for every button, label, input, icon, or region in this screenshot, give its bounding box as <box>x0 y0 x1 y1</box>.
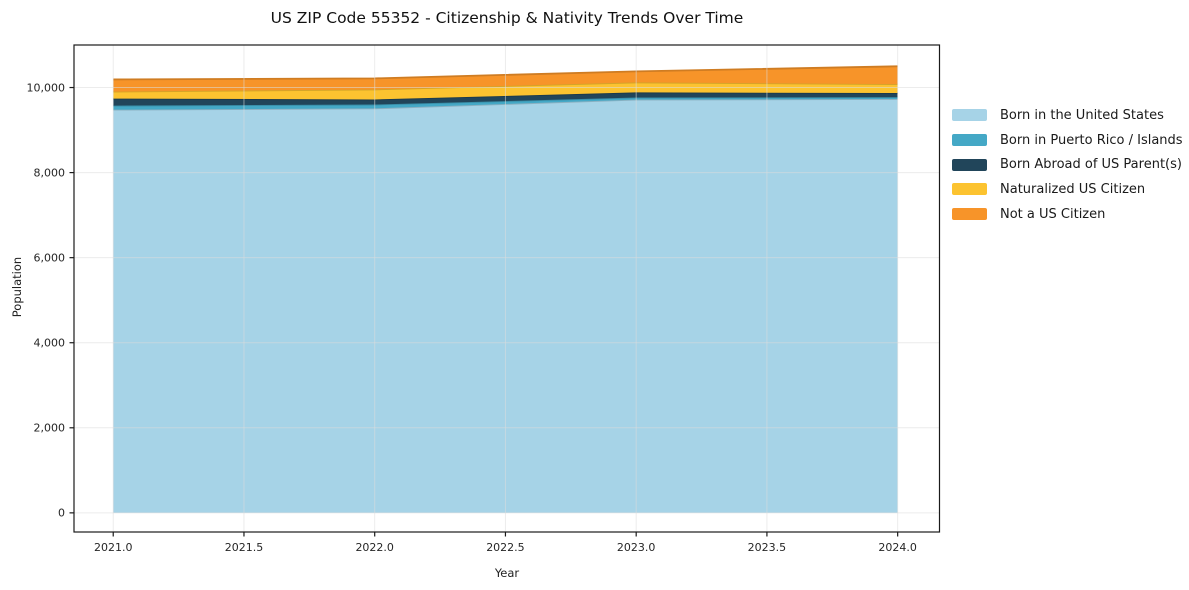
y-tick-label: 8,000 <box>34 166 66 179</box>
y-tick-label: 4,000 <box>34 337 66 350</box>
legend: Born in the United States Born in Puerto … <box>952 103 1183 226</box>
x-axis-label: Year <box>494 566 520 580</box>
y-tick-label: 2,000 <box>34 422 66 435</box>
legend-swatch-1 <box>952 134 987 147</box>
chart-title: US ZIP Code 55352 - Citizenship & Nativi… <box>270 9 744 27</box>
legend-swatch-4 <box>952 208 987 221</box>
legend-label-4: Not a US Citizen <box>1000 206 1106 222</box>
legend-item-2: Born Abroad of US Parent(s) <box>952 152 1183 177</box>
x-tick-label: 2023.0 <box>617 541 656 554</box>
legend-item-4: Not a US Citizen <box>952 202 1183 227</box>
legend-label-3: Naturalized US Citizen <box>1000 181 1146 197</box>
legend-label-2: Born Abroad of US Parent(s) <box>1000 157 1182 173</box>
legend-swatch-2 <box>952 158 987 171</box>
x-tick-label: 2021.0 <box>94 541 133 554</box>
y-tick-label: 0 <box>58 507 65 520</box>
legend-item-3: Naturalized US Citizen <box>952 177 1183 202</box>
legend-swatch-0 <box>952 109 987 122</box>
x-tick-label: 2023.5 <box>748 541 787 554</box>
legend-item-0: Born in the United States <box>952 103 1183 128</box>
x-tick-label: 2022.5 <box>486 541 525 554</box>
x-tick-label: 2024.0 <box>878 541 917 554</box>
legend-swatch-3 <box>952 183 987 196</box>
legend-label-0: Born in the United States <box>1000 107 1164 123</box>
x-tick-label: 2022.0 <box>355 541 394 554</box>
legend-item-1: Born in Puerto Rico / Islands <box>952 128 1183 153</box>
legend-label-1: Born in Puerto Rico / Islands <box>1000 132 1183 148</box>
y-tick-label: 6,000 <box>34 251 66 264</box>
x-tick-label: 2021.5 <box>225 541 264 554</box>
plot-border <box>73 44 941 533</box>
y-tick-label: 10,000 <box>27 81 66 94</box>
